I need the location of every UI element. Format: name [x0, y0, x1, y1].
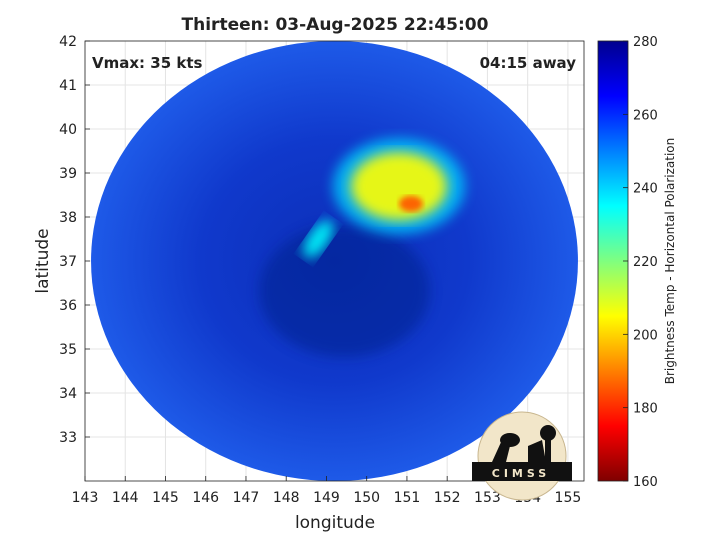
y-tick-label: 34	[59, 386, 77, 402]
colorbar-tick-label: 160	[633, 475, 658, 490]
x-tick-label: 143	[72, 490, 99, 506]
band-west	[303, 220, 334, 258]
y-tick-label: 41	[59, 78, 77, 94]
x-tick-label: 148	[273, 490, 300, 506]
x-tick-label: 147	[233, 490, 260, 506]
x-axis: 143144145146147148149150151152153154155	[72, 476, 582, 506]
colorbar-ticks: 160 180 200 220 240 260 280	[623, 35, 658, 490]
cold-cloud-core	[398, 195, 423, 212]
y-tick-label: 37	[59, 254, 77, 270]
y-tick-label: 39	[59, 166, 77, 182]
logo-text: CIMSS	[492, 467, 550, 480]
colorbar-tick-label: 220	[633, 255, 658, 270]
swath-dark-core	[259, 225, 430, 357]
y-tick-label: 38	[59, 210, 77, 226]
x-tick-label: 146	[192, 490, 219, 506]
colorbar-label: Brightness Temp - Horizontal Polarizatio…	[663, 138, 677, 385]
convective-area	[350, 152, 447, 221]
cimss-logo: CIMSS	[472, 411, 572, 501]
vmax-label: Vmax: 35 kts	[92, 54, 202, 72]
colorbar-tick-label: 260	[633, 108, 658, 123]
x-tick-label: 145	[152, 490, 179, 506]
colorbar-tick-label: 200	[633, 328, 658, 343]
colorbar-tick-label: 280	[633, 35, 658, 50]
x-tick-label: 150	[353, 490, 380, 506]
x-tick-label: 155	[555, 490, 582, 506]
x-axis-label: longitude	[295, 513, 375, 533]
colorbar-tick-label: 180	[633, 402, 658, 417]
y-tick-label: 33	[59, 430, 77, 446]
time-away-label: 04:15 away	[480, 54, 577, 72]
x-tick-label: 149	[313, 490, 340, 506]
x-tick-label: 152	[434, 490, 461, 506]
y-tick-label: 40	[59, 122, 77, 138]
chart-title: Thirteen: 03-Aug-2025 22:45:00	[182, 15, 489, 35]
x-tick-label: 144	[112, 490, 139, 506]
y-axis-label: latitude	[33, 228, 53, 293]
colorbar-tick-label: 240	[633, 182, 658, 197]
y-tick-label: 42	[59, 34, 77, 50]
x-tick-label: 153	[474, 490, 501, 506]
y-tick-label: 36	[59, 298, 77, 314]
microwave-swath	[91, 41, 578, 481]
y-tick-label: 35	[59, 342, 77, 358]
y-axis: 33 34 35 36 37 38 39 40 41 42	[59, 34, 90, 446]
x-tick-label: 151	[394, 490, 421, 506]
